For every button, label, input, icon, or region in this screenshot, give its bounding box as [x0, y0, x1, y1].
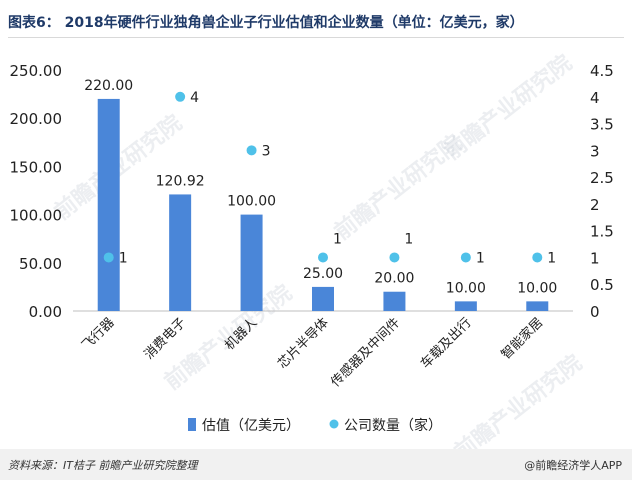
y-left-tick-label: 100.00 [10, 207, 63, 225]
x-category-label: 机器人 [222, 315, 260, 353]
valuation-bar [383, 291, 406, 311]
x-category-label: 传感器及中间件 [328, 315, 404, 391]
y-left-tick-label: 150.00 [10, 158, 63, 176]
y-left-tick-label: 200.00 [10, 110, 63, 128]
x-category-label: 消费电子 [142, 315, 189, 362]
valuation-bar [97, 98, 120, 311]
company-count-data-label: 1 [119, 250, 128, 266]
legend-valuation-label: 估值（亿美元） [202, 418, 300, 434]
y-right-tick-label: 2.5 [590, 169, 614, 187]
company-count-point [460, 252, 471, 263]
valuation-data-label: 25.00 [303, 266, 343, 282]
company-count-point [389, 252, 400, 263]
legend-dot-swatch [329, 419, 339, 429]
company-count-data-label: 4 [190, 90, 199, 106]
y-right-tick-label: 0.5 [590, 276, 614, 294]
company-count-point [246, 145, 257, 156]
chart-svg: 0.00 50.00 100.00 150.00 200.00 250.00 0 0.5 1 1.… [10, 62, 614, 434]
legend-count-label: 公司数量（家） [344, 417, 442, 434]
company-count-point [103, 252, 114, 263]
y-right-tick-label: 3 [590, 142, 600, 160]
source-note: 资料来源：IT桔子 前瞻产业研究院整理 [8, 459, 198, 472]
valuation-data-label: 10.00 [446, 280, 486, 296]
valuation-data-label: 220.00 [84, 78, 133, 94]
valuation-bar [169, 194, 192, 311]
y-right-tick-label: 3.5 [590, 116, 614, 134]
valuation-bar [312, 286, 334, 311]
valuation-bar [454, 301, 477, 311]
brand-label: @前瞻经济学人APP [524, 459, 622, 472]
x-category-label: 飞行器 [79, 315, 117, 353]
x-category-label: 车载及出行 [417, 315, 474, 372]
company-count-data-label: 1 [333, 231, 342, 247]
company-count-data-label: 3 [262, 143, 271, 159]
valuation-data-label: 20.00 [374, 271, 414, 287]
y-left-tick-label: 250.00 [10, 62, 63, 80]
valuation-data-label: 100.00 [227, 194, 276, 210]
y-right-tick-label: 1.5 [590, 223, 614, 241]
y-left-tick-label: 50.00 [19, 255, 62, 273]
x-category-label: 智能家居 [498, 315, 546, 363]
company-count-point [175, 91, 186, 102]
company-count-point [532, 252, 543, 263]
company-count-data-label: 1 [476, 250, 485, 266]
legend-bar-swatch [188, 418, 196, 431]
company-count-data-label: 1 [404, 231, 413, 247]
title-divider [8, 37, 624, 38]
company-count-data-label: 1 [547, 250, 556, 266]
valuation-bar [240, 214, 263, 311]
y-right-tick-label: 1 [590, 249, 600, 267]
company-count-point [318, 252, 328, 263]
y-left-tick-label: 0.00 [29, 303, 62, 321]
y-right-tick-label: 0 [590, 303, 600, 321]
y-right-tick-label: 2 [590, 196, 600, 214]
valuation-data-label: 120.92 [156, 173, 205, 189]
valuation-data-label: 10.00 [517, 280, 557, 296]
x-category-label: 芯片半导体 [275, 315, 332, 372]
valuation-bar [526, 301, 549, 311]
chart-title: 图表6： 2018年硬件行业独角兽企业子行业估值和企业数量（单位：亿美元，家） [8, 15, 524, 31]
y-right-tick-label: 4.5 [590, 62, 614, 80]
y-right-tick-label: 4 [590, 89, 600, 107]
footer: 资料来源：IT桔子 前瞻产业研究院整理 @前瞻经济学人APP [0, 449, 632, 480]
